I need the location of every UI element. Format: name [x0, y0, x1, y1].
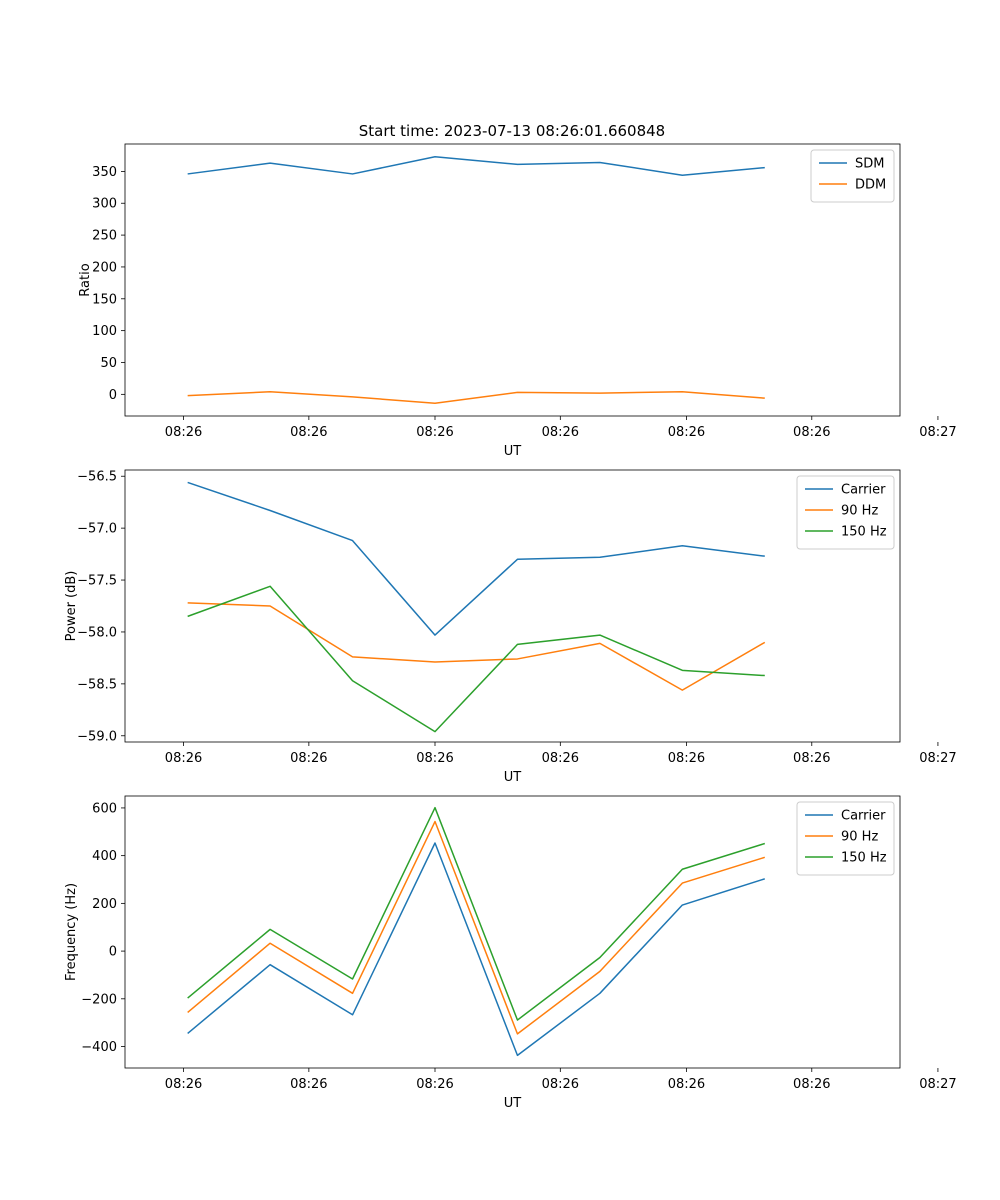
- y-tick-label: −57.5: [77, 574, 117, 589]
- y-tick-label: 200: [92, 897, 117, 912]
- y-axis-label: Power (dB): [64, 571, 79, 642]
- x-tick-label: 08:26: [416, 1077, 453, 1092]
- y-tick-label: −56.5: [77, 470, 117, 485]
- y-tick-label: −58.0: [77, 625, 117, 640]
- y-tick-label: 600: [92, 801, 117, 816]
- y-axis-label: Ratio: [78, 263, 93, 296]
- x-axis-label: UT: [504, 1096, 522, 1111]
- series-line-carrier: [187, 842, 766, 1057]
- x-tick-label: 08:26: [416, 425, 453, 440]
- y-tick-label: −58.5: [77, 677, 117, 692]
- y-tick-label: 0: [109, 388, 117, 403]
- axes-frame: [124, 795, 901, 1069]
- y-tick-label: −400: [81, 1040, 117, 1055]
- subplot-1: 0 50 100 150 200 250 300 350 08:26 08:26 08:26 08:2…: [78, 143, 957, 459]
- x-tick-label: 08:27: [919, 1077, 956, 1092]
- x-tick-label: 08:26: [793, 751, 830, 766]
- legend-label: Carrier: [841, 483, 886, 498]
- legend-label: Carrier: [841, 809, 886, 824]
- legend-label: 150 Hz: [841, 525, 887, 540]
- axes-frame: [124, 469, 901, 743]
- y-tick-label: 250: [92, 229, 117, 244]
- chart-title: Start time: 2023-07-13 08:26:01.660848: [359, 122, 665, 140]
- y-tick-label: 200: [92, 260, 117, 275]
- y-tick-label: −59.0: [77, 729, 117, 744]
- series-line-90-hz: [187, 820, 766, 1035]
- y-tick-label: 150: [92, 292, 117, 307]
- x-axis-label: UT: [504, 444, 522, 459]
- y-tick-label: 50: [100, 356, 117, 371]
- x-tick-label: 08:26: [165, 1077, 202, 1092]
- y-tick-label: 100: [92, 324, 117, 339]
- x-tick-label: 08:26: [542, 751, 579, 766]
- x-tick-label: 08:26: [416, 751, 453, 766]
- y-tick-label: −57.0: [77, 522, 117, 537]
- x-tick-label: 08:26: [290, 425, 327, 440]
- y-axis-label: Frequency (Hz): [64, 883, 79, 981]
- y-tick-label: 0: [109, 945, 117, 960]
- subplot-2: −59.0 −58.5 −58.0 −57.5 −57.0 −56.5 08:26 08:26…: [64, 469, 957, 785]
- legend-label: DDM: [855, 178, 886, 193]
- legend-label: 150 Hz: [841, 851, 887, 866]
- series-line-carrier: [187, 481, 765, 636]
- y-tick-label: 300: [92, 197, 117, 212]
- x-tick-label: 08:26: [290, 751, 327, 766]
- series-line-150-hz: [187, 806, 766, 1021]
- x-tick-label: 08:26: [793, 1077, 830, 1092]
- legend-label: 90 Hz: [841, 830, 878, 845]
- series-line-150-hz: [187, 585, 765, 733]
- x-axis-label: UT: [504, 770, 522, 785]
- x-tick-label: 08:26: [793, 425, 830, 440]
- x-tick-label: 08:26: [165, 425, 202, 440]
- x-tick-label: 08:26: [290, 1077, 327, 1092]
- x-tick-label: 08:26: [165, 751, 202, 766]
- x-tick-label: 08:27: [919, 751, 956, 766]
- y-tick-label: −200: [81, 992, 117, 1007]
- x-tick-label: 08:26: [668, 751, 705, 766]
- x-tick-label: 08:26: [668, 425, 705, 440]
- series-line-ddm: [187, 391, 765, 405]
- legend-label: SDM: [855, 157, 884, 172]
- subplot-3: −400 −200 0 200 400 600 08:26 08:26 08:26 08:26 08…: [64, 795, 957, 1111]
- x-tick-label: 08:26: [668, 1077, 705, 1092]
- x-tick-label: 08:26: [542, 1077, 579, 1092]
- legend-label: 90 Hz: [841, 504, 878, 519]
- axes-frame: [124, 143, 901, 417]
- y-tick-label: 400: [92, 849, 117, 864]
- y-tick-label: 350: [92, 165, 117, 180]
- x-tick-label: 08:26: [542, 425, 579, 440]
- series-line-sdm: [187, 155, 765, 176]
- x-tick-label: 08:27: [919, 425, 956, 440]
- series-line-90-hz: [187, 602, 766, 691]
